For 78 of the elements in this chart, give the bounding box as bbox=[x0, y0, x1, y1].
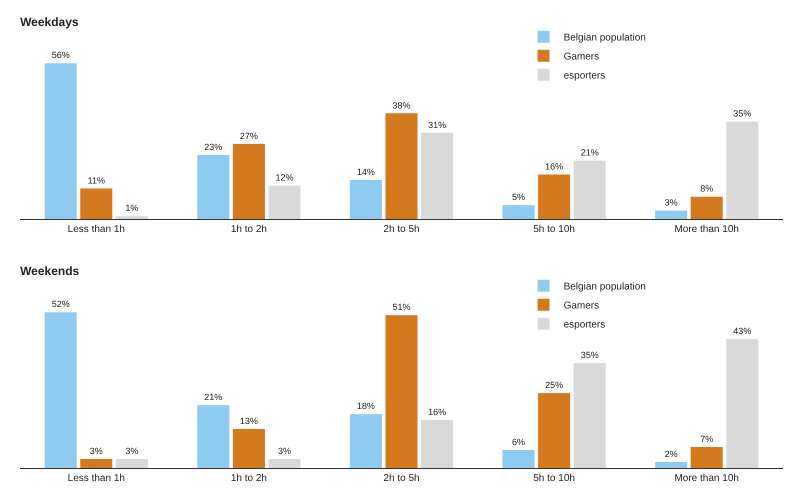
bar bbox=[232, 429, 265, 468]
data-label: 5% bbox=[512, 192, 526, 202]
data-label: 35% bbox=[733, 108, 752, 119]
bar bbox=[44, 312, 77, 468]
bar bbox=[197, 155, 230, 219]
bar bbox=[502, 450, 535, 468]
x-tick-label: 1h to 2h bbox=[230, 224, 267, 235]
bar bbox=[655, 210, 688, 219]
data-label: 2% bbox=[664, 449, 678, 460]
bar bbox=[538, 393, 570, 468]
x-tick-label: 5h to 10h bbox=[533, 224, 575, 235]
data-label: 38% bbox=[392, 100, 411, 110]
data-label: 25% bbox=[545, 380, 564, 390]
data-label: 14% bbox=[356, 167, 375, 178]
bar bbox=[350, 414, 382, 468]
data-label: 18% bbox=[356, 401, 375, 412]
data-label: 1% bbox=[125, 203, 138, 214]
bar bbox=[385, 315, 418, 468]
bar bbox=[690, 447, 723, 468]
bar bbox=[268, 186, 301, 219]
bar bbox=[726, 339, 758, 468]
data-label: 52% bbox=[52, 299, 70, 310]
bar bbox=[421, 132, 454, 219]
bar bbox=[232, 144, 265, 219]
x-tick-label: 2h to 5h bbox=[383, 224, 420, 235]
legend-label: esporters bbox=[564, 70, 606, 82]
chart-title: Weekends bbox=[20, 264, 80, 278]
data-label: 3% bbox=[90, 446, 103, 456]
data-label: 8% bbox=[700, 184, 714, 194]
data-label: 11% bbox=[88, 175, 105, 186]
bar bbox=[421, 420, 454, 468]
data-label: 13% bbox=[240, 416, 258, 426]
data-label: 51% bbox=[392, 302, 411, 312]
bar bbox=[80, 188, 112, 219]
data-label: 12% bbox=[275, 172, 294, 183]
data-label: 43% bbox=[733, 326, 752, 336]
legend-label: esporters bbox=[564, 320, 606, 331]
data-label: 16% bbox=[428, 407, 446, 418]
legend-label: Belgian population bbox=[564, 32, 646, 44]
legend-label: Gamers bbox=[564, 52, 600, 63]
x-tick-label: 1h to 2h bbox=[230, 473, 267, 484]
data-label: 3% bbox=[125, 446, 138, 456]
legend-label: Belgian population bbox=[564, 282, 646, 293]
chart-title: Weekdays bbox=[20, 14, 79, 29]
data-label: 3% bbox=[664, 198, 678, 208]
bar bbox=[655, 462, 688, 468]
x-tick-label: More than 10h bbox=[674, 224, 739, 235]
x-tick-label: Less than 1h bbox=[68, 224, 125, 235]
data-label: 21% bbox=[580, 148, 599, 158]
bar bbox=[44, 63, 77, 219]
data-label: 7% bbox=[700, 434, 714, 444]
data-label: 23% bbox=[204, 142, 222, 152]
data-label: 3% bbox=[278, 446, 292, 456]
bar bbox=[502, 205, 535, 219]
data-label: 16% bbox=[545, 161, 564, 172]
x-tick-label: More than 10h bbox=[674, 473, 739, 484]
data-label: 35% bbox=[580, 350, 599, 360]
data-label: 6% bbox=[512, 437, 526, 448]
data-label: 31% bbox=[428, 120, 446, 130]
data-label: 21% bbox=[204, 392, 222, 402]
legend-label: Gamers bbox=[564, 300, 600, 312]
data-label: 27% bbox=[240, 130, 258, 141]
bar bbox=[574, 363, 606, 468]
bar bbox=[726, 122, 758, 219]
data-label: 56% bbox=[52, 50, 70, 60]
x-tick-label: 5h to 10h bbox=[533, 473, 575, 484]
bar bbox=[116, 459, 148, 468]
bar bbox=[538, 174, 570, 219]
bar bbox=[385, 113, 418, 219]
bar bbox=[350, 180, 382, 219]
bar bbox=[116, 216, 148, 219]
x-tick-label: Less than 1h bbox=[68, 473, 125, 484]
bar bbox=[690, 196, 723, 219]
bar bbox=[268, 459, 301, 468]
x-tick-label: 2h to 5h bbox=[383, 473, 420, 484]
bar bbox=[80, 459, 112, 468]
bar bbox=[574, 160, 606, 219]
bar bbox=[197, 405, 230, 468]
